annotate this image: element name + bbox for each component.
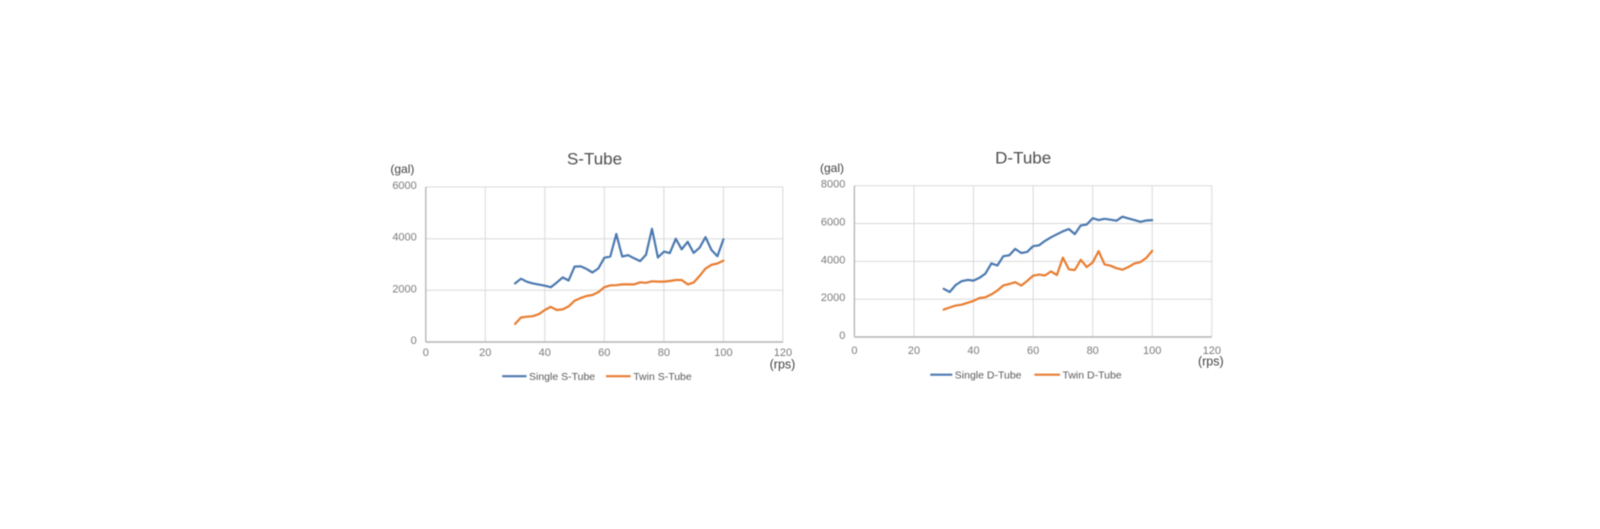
svg-text:0: 0 xyxy=(851,345,857,357)
svg-text:Twin S-Tube: Twin S-Tube xyxy=(633,371,692,383)
svg-text:S-Tube: S-Tube xyxy=(567,150,622,169)
svg-text:0: 0 xyxy=(839,330,845,342)
svg-text:2000: 2000 xyxy=(821,292,845,304)
svg-text:0: 0 xyxy=(423,347,429,359)
svg-text:(gal): (gal) xyxy=(820,161,844,175)
svg-text:4000: 4000 xyxy=(392,232,416,244)
svg-text:80: 80 xyxy=(658,347,670,359)
svg-text:60: 60 xyxy=(1027,345,1039,357)
svg-text:Single D-Tube: Single D-Tube xyxy=(955,369,1022,381)
svg-text:4000: 4000 xyxy=(821,254,845,266)
svg-text:20: 20 xyxy=(908,345,920,357)
svg-text:(gal): (gal) xyxy=(390,162,414,176)
svg-text:40: 40 xyxy=(539,347,551,359)
svg-text:6000: 6000 xyxy=(392,180,416,192)
svg-text:(rps): (rps) xyxy=(1198,354,1224,368)
svg-text:120: 120 xyxy=(774,347,792,359)
svg-text:0: 0 xyxy=(411,335,417,347)
svg-text:120: 120 xyxy=(1203,345,1221,357)
svg-text:60: 60 xyxy=(598,347,610,359)
svg-text:6000: 6000 xyxy=(821,217,845,229)
svg-text:100: 100 xyxy=(714,347,732,359)
svg-text:(rps): (rps) xyxy=(770,357,796,371)
svg-text:20: 20 xyxy=(479,347,491,359)
svg-text:Twin D-Tube: Twin D-Tube xyxy=(1063,369,1122,381)
svg-text:D-Tube: D-Tube xyxy=(995,149,1051,168)
svg-text:100: 100 xyxy=(1143,345,1161,357)
svg-text:Single S-Tube: Single S-Tube xyxy=(529,371,595,383)
svg-text:2000: 2000 xyxy=(392,283,416,295)
svg-text:8000: 8000 xyxy=(821,179,845,191)
svg-text:80: 80 xyxy=(1087,345,1099,357)
svg-text:40: 40 xyxy=(967,345,979,357)
